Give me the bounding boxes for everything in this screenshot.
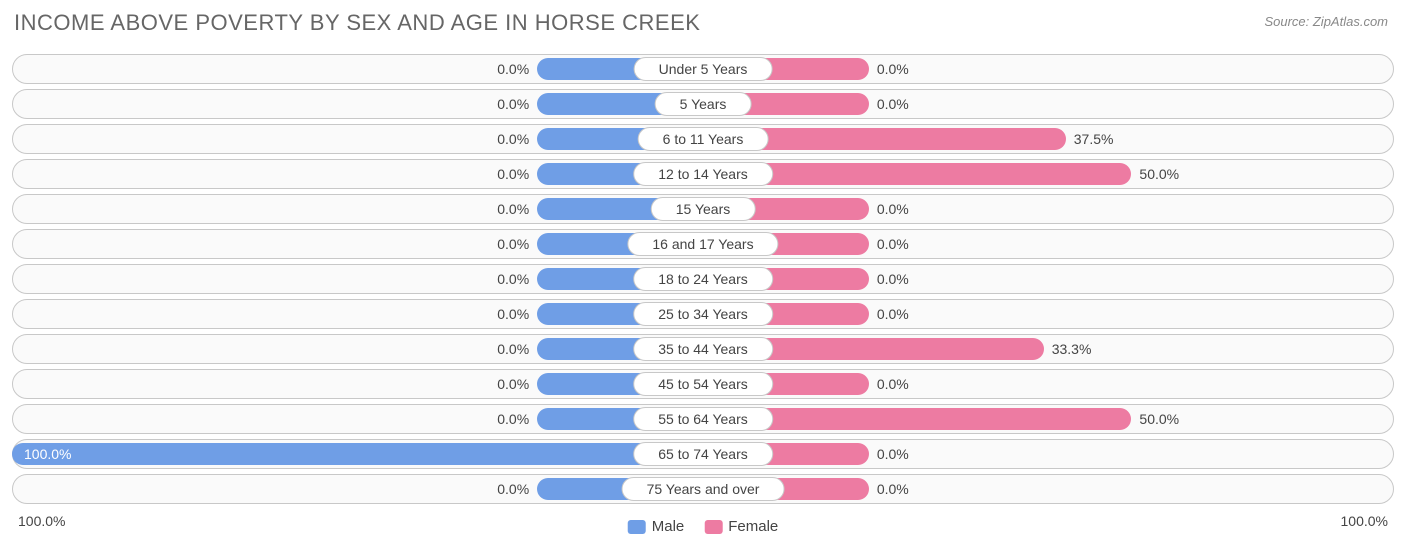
- male-value-label: 0.0%: [477, 159, 537, 189]
- category-label: 15 Years: [651, 197, 756, 221]
- female-swatch-icon: [704, 520, 722, 534]
- category-label: 35 to 44 Years: [633, 337, 773, 361]
- legend-male-label: Male: [652, 518, 685, 535]
- legend: Male Female: [628, 518, 779, 535]
- male-value-label: 0.0%: [477, 194, 537, 224]
- female-value-label: 0.0%: [869, 89, 949, 119]
- female-value-label: 0.0%: [869, 54, 949, 84]
- category-label: 45 to 54 Years: [633, 372, 773, 396]
- male-value-label: 0.0%: [477, 54, 537, 84]
- male-value-label: 100.0%: [18, 439, 79, 469]
- male-value-label: 0.0%: [477, 404, 537, 434]
- female-value-label: 0.0%: [869, 299, 949, 329]
- chart-row: 100.0% 0.0% 65 to 74 Years: [12, 439, 1394, 469]
- chart-row: 0.0% 0.0% 5 Years: [12, 89, 1394, 119]
- chart-title: INCOME ABOVE POVERTY BY SEX AND AGE IN H…: [14, 10, 700, 36]
- female-value-label: 0.0%: [869, 229, 949, 259]
- chart-row: 0.0% 33.3% 35 to 44 Years: [12, 334, 1394, 364]
- female-value-label: 0.0%: [869, 369, 949, 399]
- axis-right-label: 100.0%: [1341, 513, 1388, 529]
- category-label: 65 to 74 Years: [633, 442, 773, 466]
- category-label: 5 Years: [655, 92, 752, 116]
- female-value-label: 33.3%: [1044, 334, 1124, 364]
- chart-row: 0.0% 0.0% 75 Years and over: [12, 474, 1394, 504]
- category-label: 75 Years and over: [622, 477, 785, 501]
- category-label: 25 to 34 Years: [633, 302, 773, 326]
- male-value-label: 0.0%: [477, 334, 537, 364]
- female-value-label: 37.5%: [1066, 124, 1146, 154]
- female-value-label: 0.0%: [869, 439, 949, 469]
- male-value-label: 0.0%: [477, 474, 537, 504]
- chart-row: 0.0% 0.0% 25 to 34 Years: [12, 299, 1394, 329]
- chart-container: INCOME ABOVE POVERTY BY SEX AND AGE IN H…: [0, 0, 1406, 559]
- category-label: 12 to 14 Years: [633, 162, 773, 186]
- chart-area: 0.0%0.0%Under 5 Years0.0%0.0%5 Years0.0%…: [12, 54, 1394, 511]
- chart-row: 0.0% 0.0% 15 Years: [12, 194, 1394, 224]
- chart-row: 0.0% 0.0% 16 and 17 Years: [12, 229, 1394, 259]
- male-swatch-icon: [628, 520, 646, 534]
- axis-left-label: 100.0%: [18, 513, 65, 529]
- male-value-label: 0.0%: [477, 89, 537, 119]
- chart-row: 0.0% 0.0% 18 to 24 Years: [12, 264, 1394, 294]
- category-label: 16 and 17 Years: [627, 232, 778, 256]
- male-value-label: 0.0%: [477, 299, 537, 329]
- category-label: 55 to 64 Years: [633, 407, 773, 431]
- male-bar: [12, 443, 703, 465]
- category-label: 6 to 11 Years: [638, 127, 769, 151]
- female-value-label: 0.0%: [869, 264, 949, 294]
- female-value-label: 50.0%: [1131, 404, 1211, 434]
- chart-row: 0.0% 50.0% 12 to 14 Years: [12, 159, 1394, 189]
- male-value-label: 0.0%: [477, 229, 537, 259]
- female-value-label: 0.0%: [869, 474, 949, 504]
- male-value-label: 0.0%: [477, 264, 537, 294]
- chart-row: 0.0% 0.0% 45 to 54 Years: [12, 369, 1394, 399]
- male-value-label: 0.0%: [477, 369, 537, 399]
- chart-row: 0.0% 50.0% 55 to 64 Years: [12, 404, 1394, 434]
- legend-female-label: Female: [728, 518, 778, 535]
- male-value-label: 0.0%: [477, 124, 537, 154]
- female-value-label: 0.0%: [869, 194, 949, 224]
- chart-row: 0.0% 37.5% 6 to 11 Years: [12, 124, 1394, 154]
- legend-male: Male: [628, 518, 685, 535]
- legend-female: Female: [704, 518, 778, 535]
- category-label: 18 to 24 Years: [633, 267, 773, 291]
- category-label: Under 5 Years: [634, 57, 773, 81]
- chart-row: 0.0% 0.0% Under 5 Years: [12, 54, 1394, 84]
- source-attribution: Source: ZipAtlas.com: [1264, 14, 1388, 29]
- female-value-label: 50.0%: [1131, 159, 1211, 189]
